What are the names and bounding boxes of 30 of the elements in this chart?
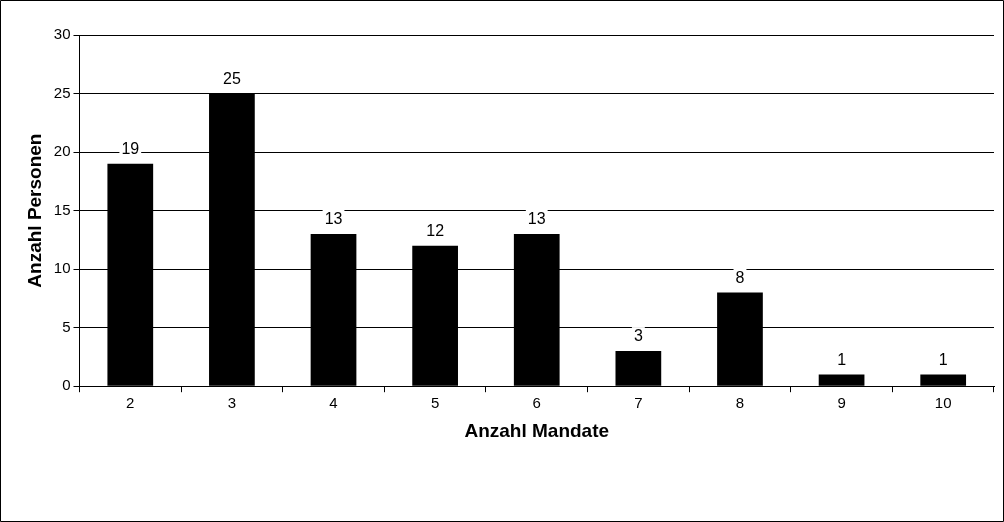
data-label: 1 — [938, 350, 948, 368]
y-tick-label: 10 — [53, 259, 71, 277]
y-tick-label: 25 — [53, 83, 71, 101]
data-label: 8 — [735, 268, 745, 286]
x-tick-label: 3 — [227, 394, 237, 412]
x-tick-label: 8 — [735, 394, 745, 412]
y-tick-label: 20 — [53, 142, 71, 160]
data-label: 12 — [426, 222, 445, 240]
data-label: 13 — [324, 210, 343, 228]
data-label: 13 — [527, 210, 546, 228]
y-tick-label: 5 — [62, 317, 71, 335]
x-tick-label: 4 — [329, 394, 338, 412]
x-tick-label: 2 — [126, 394, 135, 412]
data-label: 1 — [837, 350, 847, 368]
x-tick-label: 6 — [532, 394, 541, 412]
bar — [818, 374, 865, 386]
data-label: 3 — [633, 327, 643, 345]
x-axis-title: Anzahl Mandate — [464, 419, 610, 441]
y-tick-label: 15 — [53, 200, 71, 218]
x-tick-label: 9 — [837, 394, 846, 412]
bar — [615, 351, 662, 386]
data-label: 19 — [121, 140, 140, 158]
y-tick-label: 30 — [53, 25, 71, 43]
x-tick-label: 10 — [934, 394, 952, 412]
x-tick-label: 7 — [634, 394, 643, 412]
y-axis-title: Anzahl Personen — [23, 133, 45, 288]
y-tick-label: 0 — [62, 376, 71, 394]
bar — [920, 374, 967, 386]
data-label: 25 — [223, 69, 241, 87]
x-tick-label: 5 — [430, 394, 440, 412]
